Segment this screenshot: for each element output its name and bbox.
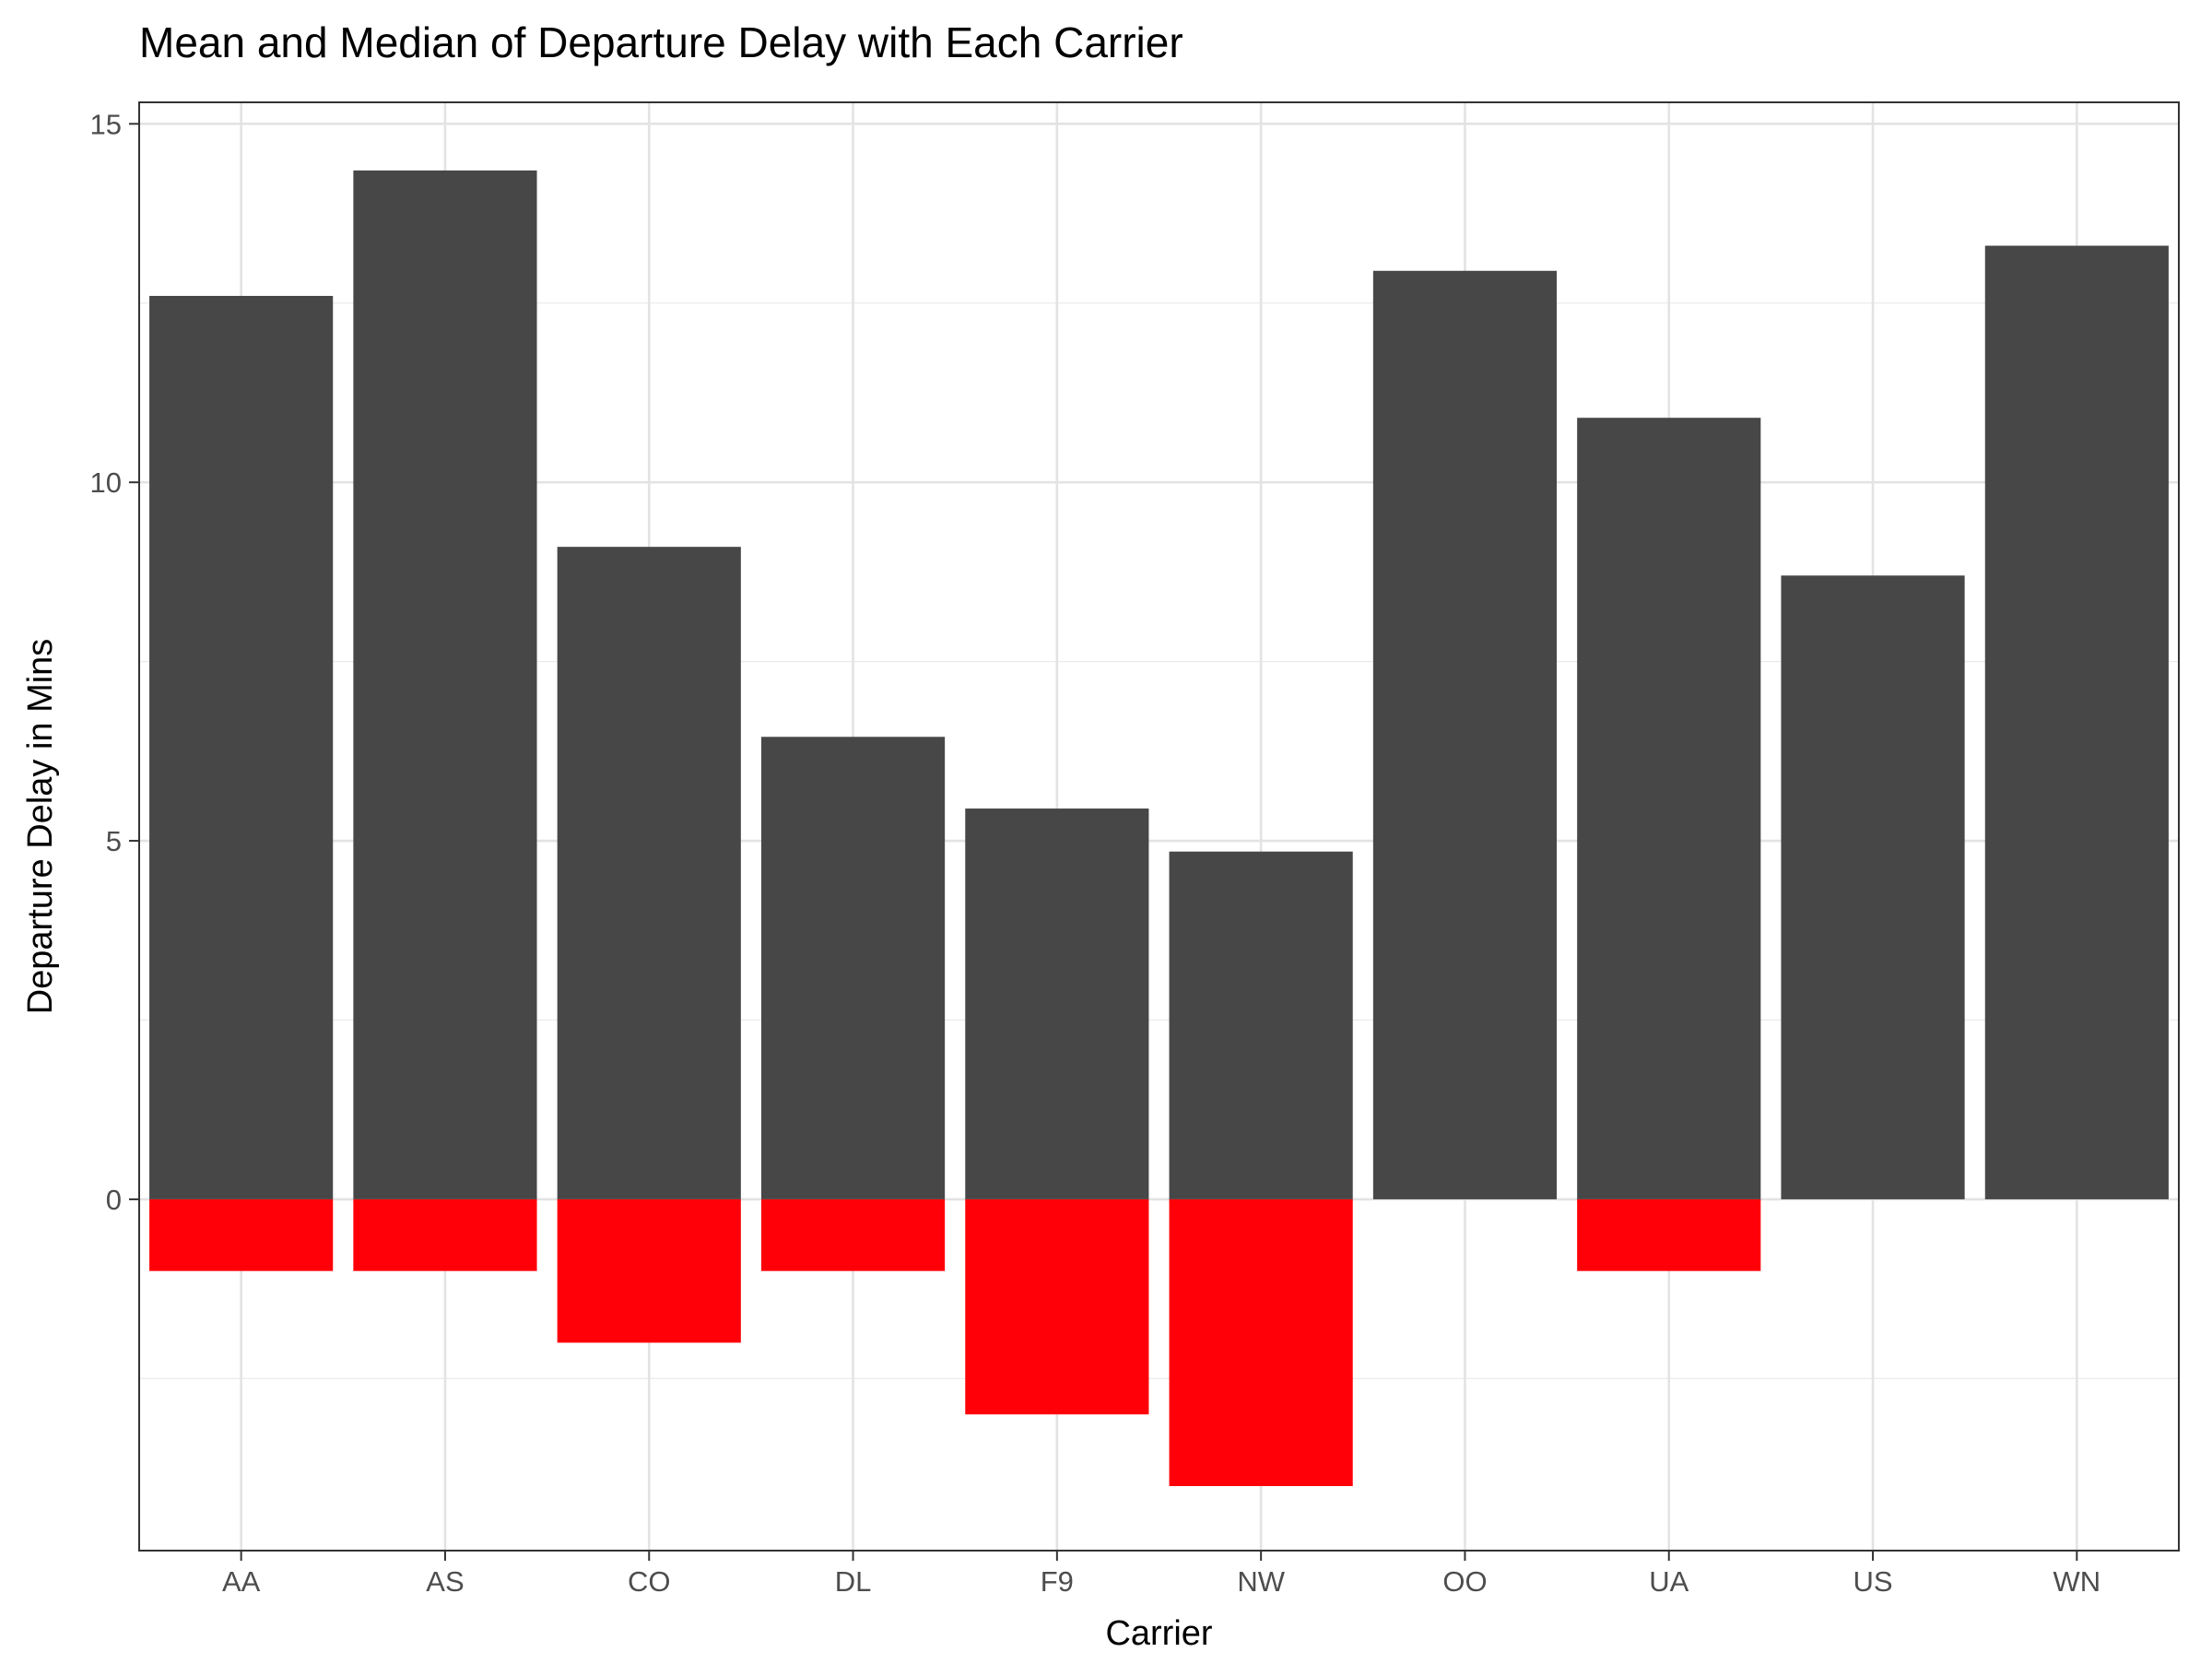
x-tick-label: DL [835, 1565, 872, 1598]
bar-mean-F9 [965, 808, 1149, 1199]
bar-median-F9 [965, 1198, 1149, 1415]
y-axis: 0 5 10 15 [90, 108, 139, 1216]
x-tick-label: AA [222, 1565, 261, 1598]
bar-median-CO [557, 1198, 741, 1343]
y-tick-label: 0 [106, 1184, 122, 1216]
chart-title: Mean and Median of Departure Delay with … [139, 18, 1183, 66]
bar-mean-AA [149, 295, 334, 1199]
plot-border [138, 101, 2180, 1552]
x-tick-label: WN [2053, 1565, 2101, 1598]
bar-mean-OO [1372, 270, 1558, 1199]
bar-median-UA [1577, 1198, 1761, 1271]
y-tick-label: 10 [90, 466, 122, 499]
bar-mean-UA [1577, 418, 1761, 1199]
y-axis-title: Departure Delay in Mins [21, 639, 60, 1015]
x-tick-label: CO [628, 1565, 671, 1598]
x-tick-label: OO [1442, 1565, 1487, 1598]
bar-mean-CO [557, 547, 741, 1199]
x-tick-label: UA [1649, 1565, 1688, 1598]
x-tick-label: US [1853, 1565, 1893, 1598]
bars [149, 170, 2169, 1487]
bar-median-NW [1169, 1198, 1353, 1487]
bar-mean-DL [760, 737, 946, 1199]
y-tick-label: 15 [90, 108, 122, 140]
x-tick-label: AS [426, 1565, 464, 1598]
bar-median-AS [353, 1198, 537, 1271]
bar-mean-US [1781, 575, 1965, 1199]
bar-median-AA [149, 1198, 334, 1271]
x-tick-label: NW [1237, 1565, 1285, 1598]
x-tick-label: F9 [1041, 1565, 1074, 1598]
x-axis: AA AS CO DL F9 NW OO UA US WN [222, 1551, 2100, 1598]
bar-median-DL [760, 1198, 946, 1271]
bar-mean-AS [353, 170, 537, 1199]
y-tick-label: 5 [106, 825, 122, 857]
x-axis-title: Carrier [1105, 1614, 1212, 1653]
bar-mean-NW [1169, 851, 1353, 1199]
bar-mean-WN [1984, 245, 2169, 1199]
